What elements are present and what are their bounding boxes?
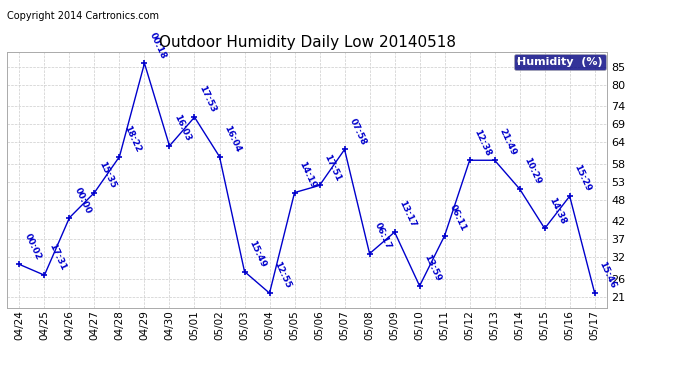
Text: 17:53: 17:53 (197, 84, 218, 114)
Text: 21:49: 21:49 (497, 128, 518, 158)
Title: Outdoor Humidity Daily Low 20140518: Outdoor Humidity Daily Low 20140518 (159, 35, 455, 50)
Text: 13:17: 13:17 (397, 200, 418, 229)
Text: 16:04: 16:04 (222, 124, 243, 154)
Text: 18:22: 18:22 (122, 124, 143, 154)
Legend: Humidity  (%): Humidity (%) (514, 54, 606, 70)
Text: 15:29: 15:29 (573, 164, 593, 193)
Text: 10:29: 10:29 (522, 156, 543, 186)
Text: 12:55: 12:55 (273, 261, 293, 290)
Text: 17:31: 17:31 (48, 243, 68, 272)
Text: 17:51: 17:51 (322, 153, 343, 183)
Text: 00:00: 00:00 (72, 186, 92, 215)
Text: 07:58: 07:58 (348, 117, 368, 147)
Text: 14:19: 14:19 (297, 160, 318, 190)
Text: 14:38: 14:38 (548, 196, 568, 226)
Text: 16:03: 16:03 (172, 113, 193, 143)
Text: 15:46: 15:46 (598, 260, 618, 290)
Text: 06:17: 06:17 (373, 221, 393, 251)
Text: 00:02: 00:02 (22, 232, 43, 261)
Text: 13:59: 13:59 (422, 253, 443, 283)
Text: 12:38: 12:38 (473, 128, 493, 158)
Text: 06:11: 06:11 (448, 203, 468, 233)
Text: Copyright 2014 Cartronics.com: Copyright 2014 Cartronics.com (7, 11, 159, 21)
Text: 00:18: 00:18 (148, 31, 168, 60)
Text: 15:35: 15:35 (97, 160, 118, 190)
Text: 15:49: 15:49 (248, 239, 268, 269)
